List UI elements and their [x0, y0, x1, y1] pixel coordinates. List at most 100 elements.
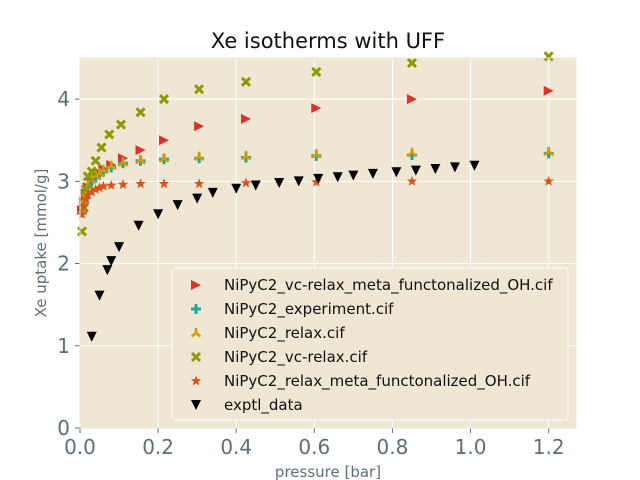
data-point	[158, 135, 169, 146]
legend-label: NiPyC2_experiment.cif	[224, 300, 394, 319]
legend: NiPyC2_vc-relax_meta_functonalized_OH.ci…	[171, 267, 569, 421]
data-point	[94, 290, 105, 301]
data-point	[76, 226, 88, 237]
legend-label: NiPyC2_vc-relax.cif	[224, 348, 368, 367]
data-point	[115, 119, 127, 130]
data-point	[469, 160, 480, 171]
legend-item: NiPyC2_relax_meta_functonalized_OH.cif	[190, 372, 531, 391]
legend-marker	[190, 328, 202, 338]
data-point	[117, 179, 129, 190]
data-point	[406, 147, 418, 158]
data-point	[313, 173, 324, 184]
data-point	[240, 113, 251, 124]
x-tick-label: 0.4	[220, 435, 252, 459]
data-point	[158, 153, 170, 163]
data-point	[192, 193, 203, 204]
data-point	[104, 129, 115, 140]
data-point	[543, 175, 554, 186]
data-point	[430, 164, 441, 174]
data-point	[114, 242, 125, 253]
data-point	[348, 170, 359, 181]
data-point	[117, 157, 129, 167]
chart-title: Xe isotherms with UFF	[211, 29, 445, 53]
legend-box	[171, 267, 569, 421]
data-point	[449, 162, 460, 173]
data-point	[193, 178, 205, 189]
ticks: 0.0 0.2 0.4 0.6 0.8 1.0 1.2 0 1 2 3 4	[57, 57, 577, 459]
data-point	[311, 103, 322, 114]
data-point	[410, 165, 421, 176]
data-point	[406, 175, 418, 186]
x-tick-label: 0.6	[298, 435, 330, 459]
data-point	[153, 209, 164, 220]
legend-label: NiPyC2_relax_meta_functonalized_OH.cif	[224, 372, 531, 391]
data-point	[391, 167, 402, 178]
legend-marker	[191, 280, 201, 290]
data-point	[193, 151, 205, 162]
data-point	[86, 331, 97, 342]
data-point	[82, 189, 94, 200]
x-tick-label: 1.0	[455, 435, 487, 459]
data-point	[311, 66, 322, 78]
y-tick-label: 0	[57, 416, 70, 440]
series-layer	[76, 51, 554, 342]
data-point	[207, 187, 218, 198]
legend-label: NiPyC2_relax.cif	[224, 324, 345, 343]
data-point	[311, 176, 322, 187]
data-point	[86, 186, 97, 197]
data-point	[172, 200, 183, 211]
data-point	[293, 176, 304, 187]
data-point	[406, 94, 417, 105]
data-point	[231, 183, 242, 194]
x-tick-label: 0.8	[377, 435, 409, 459]
data-point	[78, 200, 90, 211]
data-point	[98, 180, 109, 191]
data-point	[133, 220, 144, 231]
legend-item: NiPyC2_experiment.cif	[191, 300, 394, 319]
data-point	[158, 94, 170, 105]
data-point	[86, 166, 97, 177]
data-point	[76, 208, 88, 219]
data-point	[332, 172, 343, 183]
data-point	[240, 150, 252, 161]
data-point	[135, 178, 146, 189]
data-point	[367, 168, 378, 179]
data-point	[106, 256, 117, 267]
data-point	[135, 107, 146, 118]
data-point	[98, 164, 109, 175]
legend-label: exptl_data	[224, 396, 303, 415]
data-point	[311, 149, 322, 159]
y-axis-label: Xe uptake [mmol/g]	[32, 169, 50, 318]
y-tick-label: 2	[57, 252, 70, 276]
data-point	[543, 146, 554, 157]
y-tick-label: 1	[57, 334, 70, 358]
legend-label: NiPyC2_vc-relax_meta_functonalized_OH.ci…	[224, 276, 553, 295]
x-tick-label: 0.0	[64, 435, 96, 459]
y-tick-label: 3	[57, 169, 70, 193]
series-5	[86, 160, 480, 342]
data-point	[135, 154, 146, 165]
legend-marker	[191, 304, 201, 314]
data-point	[406, 57, 418, 68]
data-point	[158, 178, 170, 189]
data-point	[106, 179, 117, 190]
legend-item: NiPyC2_vc-relax_meta_functonalized_OH.ci…	[191, 276, 553, 295]
data-point	[240, 177, 252, 188]
series-4	[76, 175, 554, 219]
legend-item: NiPyC2_vc-relax.cif	[190, 348, 368, 367]
data-point	[250, 180, 261, 191]
data-point	[135, 145, 146, 156]
legend-marker	[191, 400, 201, 410]
x-tick-label: 0.2	[142, 435, 174, 459]
data-point	[543, 51, 554, 62]
legend-item: exptl_data	[191, 396, 303, 415]
x-axis-label: pressure [bar]	[275, 463, 381, 480]
data-point	[194, 84, 205, 95]
legend-item: NiPyC2_relax.cif	[190, 324, 345, 343]
data-point	[105, 160, 117, 171]
data-point	[96, 142, 107, 153]
data-point	[543, 85, 554, 96]
plot-frame	[79, 57, 577, 429]
legend-marker	[190, 351, 202, 363]
